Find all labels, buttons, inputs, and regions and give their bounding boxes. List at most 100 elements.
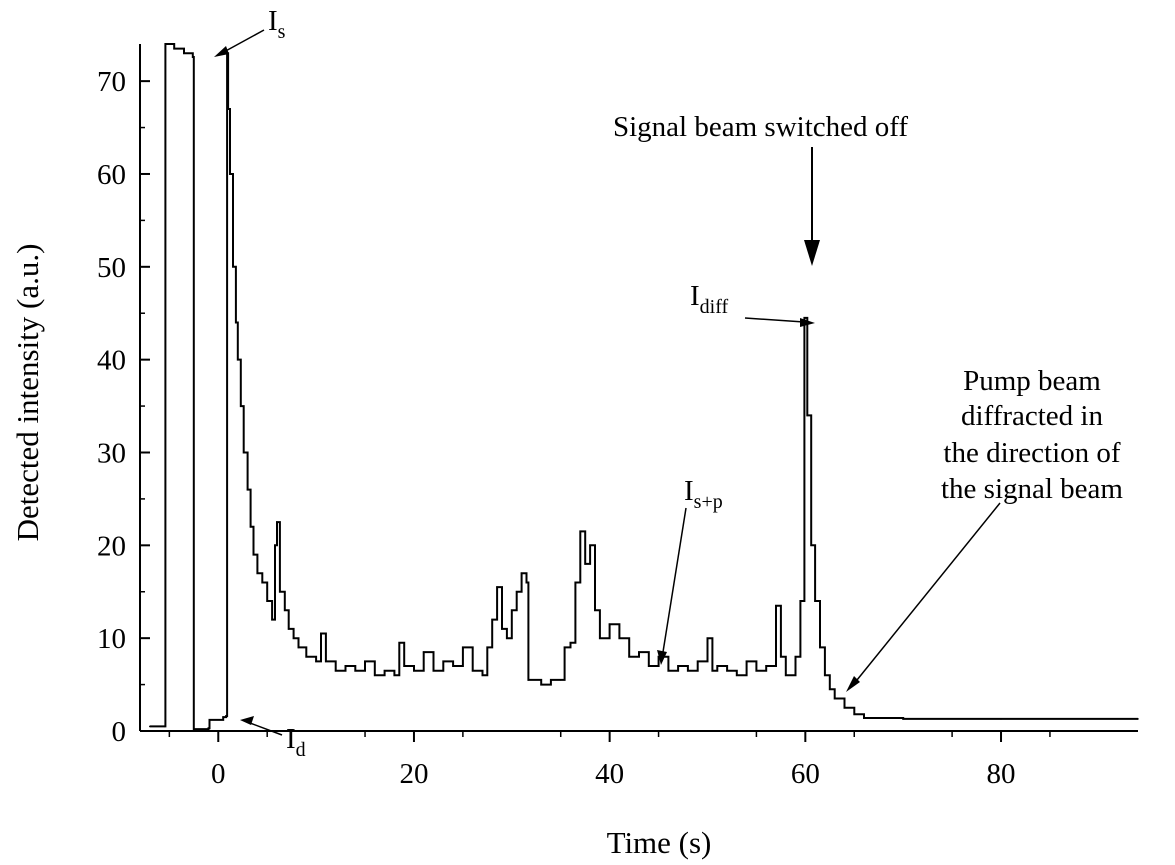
data-point (824, 675, 826, 677)
annotation-pump-line-3: the direction of (943, 437, 1121, 469)
data-point (746, 661, 748, 663)
data-point (844, 707, 846, 709)
annotation-pump-line-2: diffracted in (961, 400, 1103, 432)
y-tick-label: 30 (97, 437, 126, 469)
data-point (580, 531, 582, 533)
data-point (540, 684, 542, 686)
y-axis-title: Detected intensity (a.u.) (10, 244, 45, 542)
data-point (511, 610, 513, 612)
data-point (240, 405, 242, 407)
data-point (785, 675, 787, 677)
y-tick-label: 70 (97, 66, 126, 98)
data-point (668, 670, 670, 672)
y-tick-label: 60 (97, 159, 126, 191)
data-point (712, 670, 714, 672)
data-point (271, 619, 273, 621)
x-tick-label: 60 (791, 758, 820, 790)
data-point (399, 642, 401, 644)
x-tick-label: 0 (211, 758, 226, 790)
data-point (355, 670, 357, 672)
data-point (829, 688, 831, 690)
x-tick-label: 80 (987, 758, 1016, 790)
data-point (550, 679, 552, 681)
data-point (589, 545, 591, 547)
data-point (208, 727, 210, 729)
annotation-pump-line-1: Pump beam (963, 365, 1101, 397)
data-point (780, 656, 782, 658)
data-point (526, 582, 528, 584)
data-point (274, 545, 276, 547)
data-point (638, 651, 640, 653)
data-point (528, 679, 530, 681)
data-point (229, 173, 231, 175)
data-point (599, 637, 601, 639)
data-point (491, 619, 493, 621)
data-point (765, 665, 767, 667)
data-point (257, 572, 259, 574)
data-point (854, 714, 856, 716)
data-point (584, 563, 586, 565)
data-point (726, 670, 728, 672)
data-point (677, 665, 679, 667)
data-point (279, 591, 281, 593)
data-point (183, 53, 185, 55)
data-point (433, 670, 435, 672)
y-tick-label: 20 (97, 530, 126, 562)
data-point (403, 665, 405, 667)
data-point (266, 600, 268, 602)
data-point (298, 647, 300, 649)
data-point (164, 726, 166, 728)
data-point (173, 48, 175, 50)
data-point (717, 665, 719, 667)
annotations: Is Id Idiff Is+p Signal beam switched of… (214, 5, 1123, 761)
data-point (575, 582, 577, 584)
data-point (516, 591, 518, 593)
data-point (315, 661, 317, 663)
data-point (443, 661, 445, 663)
x-tick-label: 20 (399, 758, 428, 790)
data-point (222, 716, 224, 718)
data-point (320, 633, 322, 635)
data-point (288, 628, 290, 630)
data-point (192, 56, 194, 58)
data-point (452, 665, 454, 667)
data-point (795, 656, 797, 658)
data-point (619, 637, 621, 639)
data-point (1137, 718, 1139, 720)
data-point (487, 647, 489, 649)
annotation-is: Is (268, 5, 286, 43)
data-point (594, 610, 596, 612)
y-tick-label: 50 (97, 252, 126, 284)
data-point (472, 670, 474, 672)
data-point (250, 526, 252, 528)
data-point (570, 642, 572, 644)
data-point (462, 647, 464, 649)
data-point (227, 108, 229, 110)
data-point (775, 605, 777, 607)
data-point (335, 670, 337, 672)
data-point (863, 717, 865, 719)
data-point (325, 661, 327, 663)
data-point (902, 718, 904, 720)
annotation-signal-off: Signal beam switched off (613, 111, 908, 143)
data-point (648, 665, 650, 667)
data-point (756, 670, 758, 672)
data-point (237, 359, 239, 361)
data-point (496, 586, 498, 588)
data-point (834, 698, 836, 700)
data-point (736, 675, 738, 677)
arrow-pump (857, 503, 1000, 680)
data-point (482, 675, 484, 677)
data-point (501, 628, 503, 630)
data-point (819, 647, 821, 649)
data-point (364, 661, 366, 663)
data-point (345, 665, 347, 667)
data-point (262, 582, 264, 584)
data-point (284, 610, 286, 612)
arrow-isp (663, 508, 686, 652)
data-point (293, 637, 295, 639)
annotation-idiff: Idiff (690, 280, 729, 318)
data-point (235, 322, 237, 324)
